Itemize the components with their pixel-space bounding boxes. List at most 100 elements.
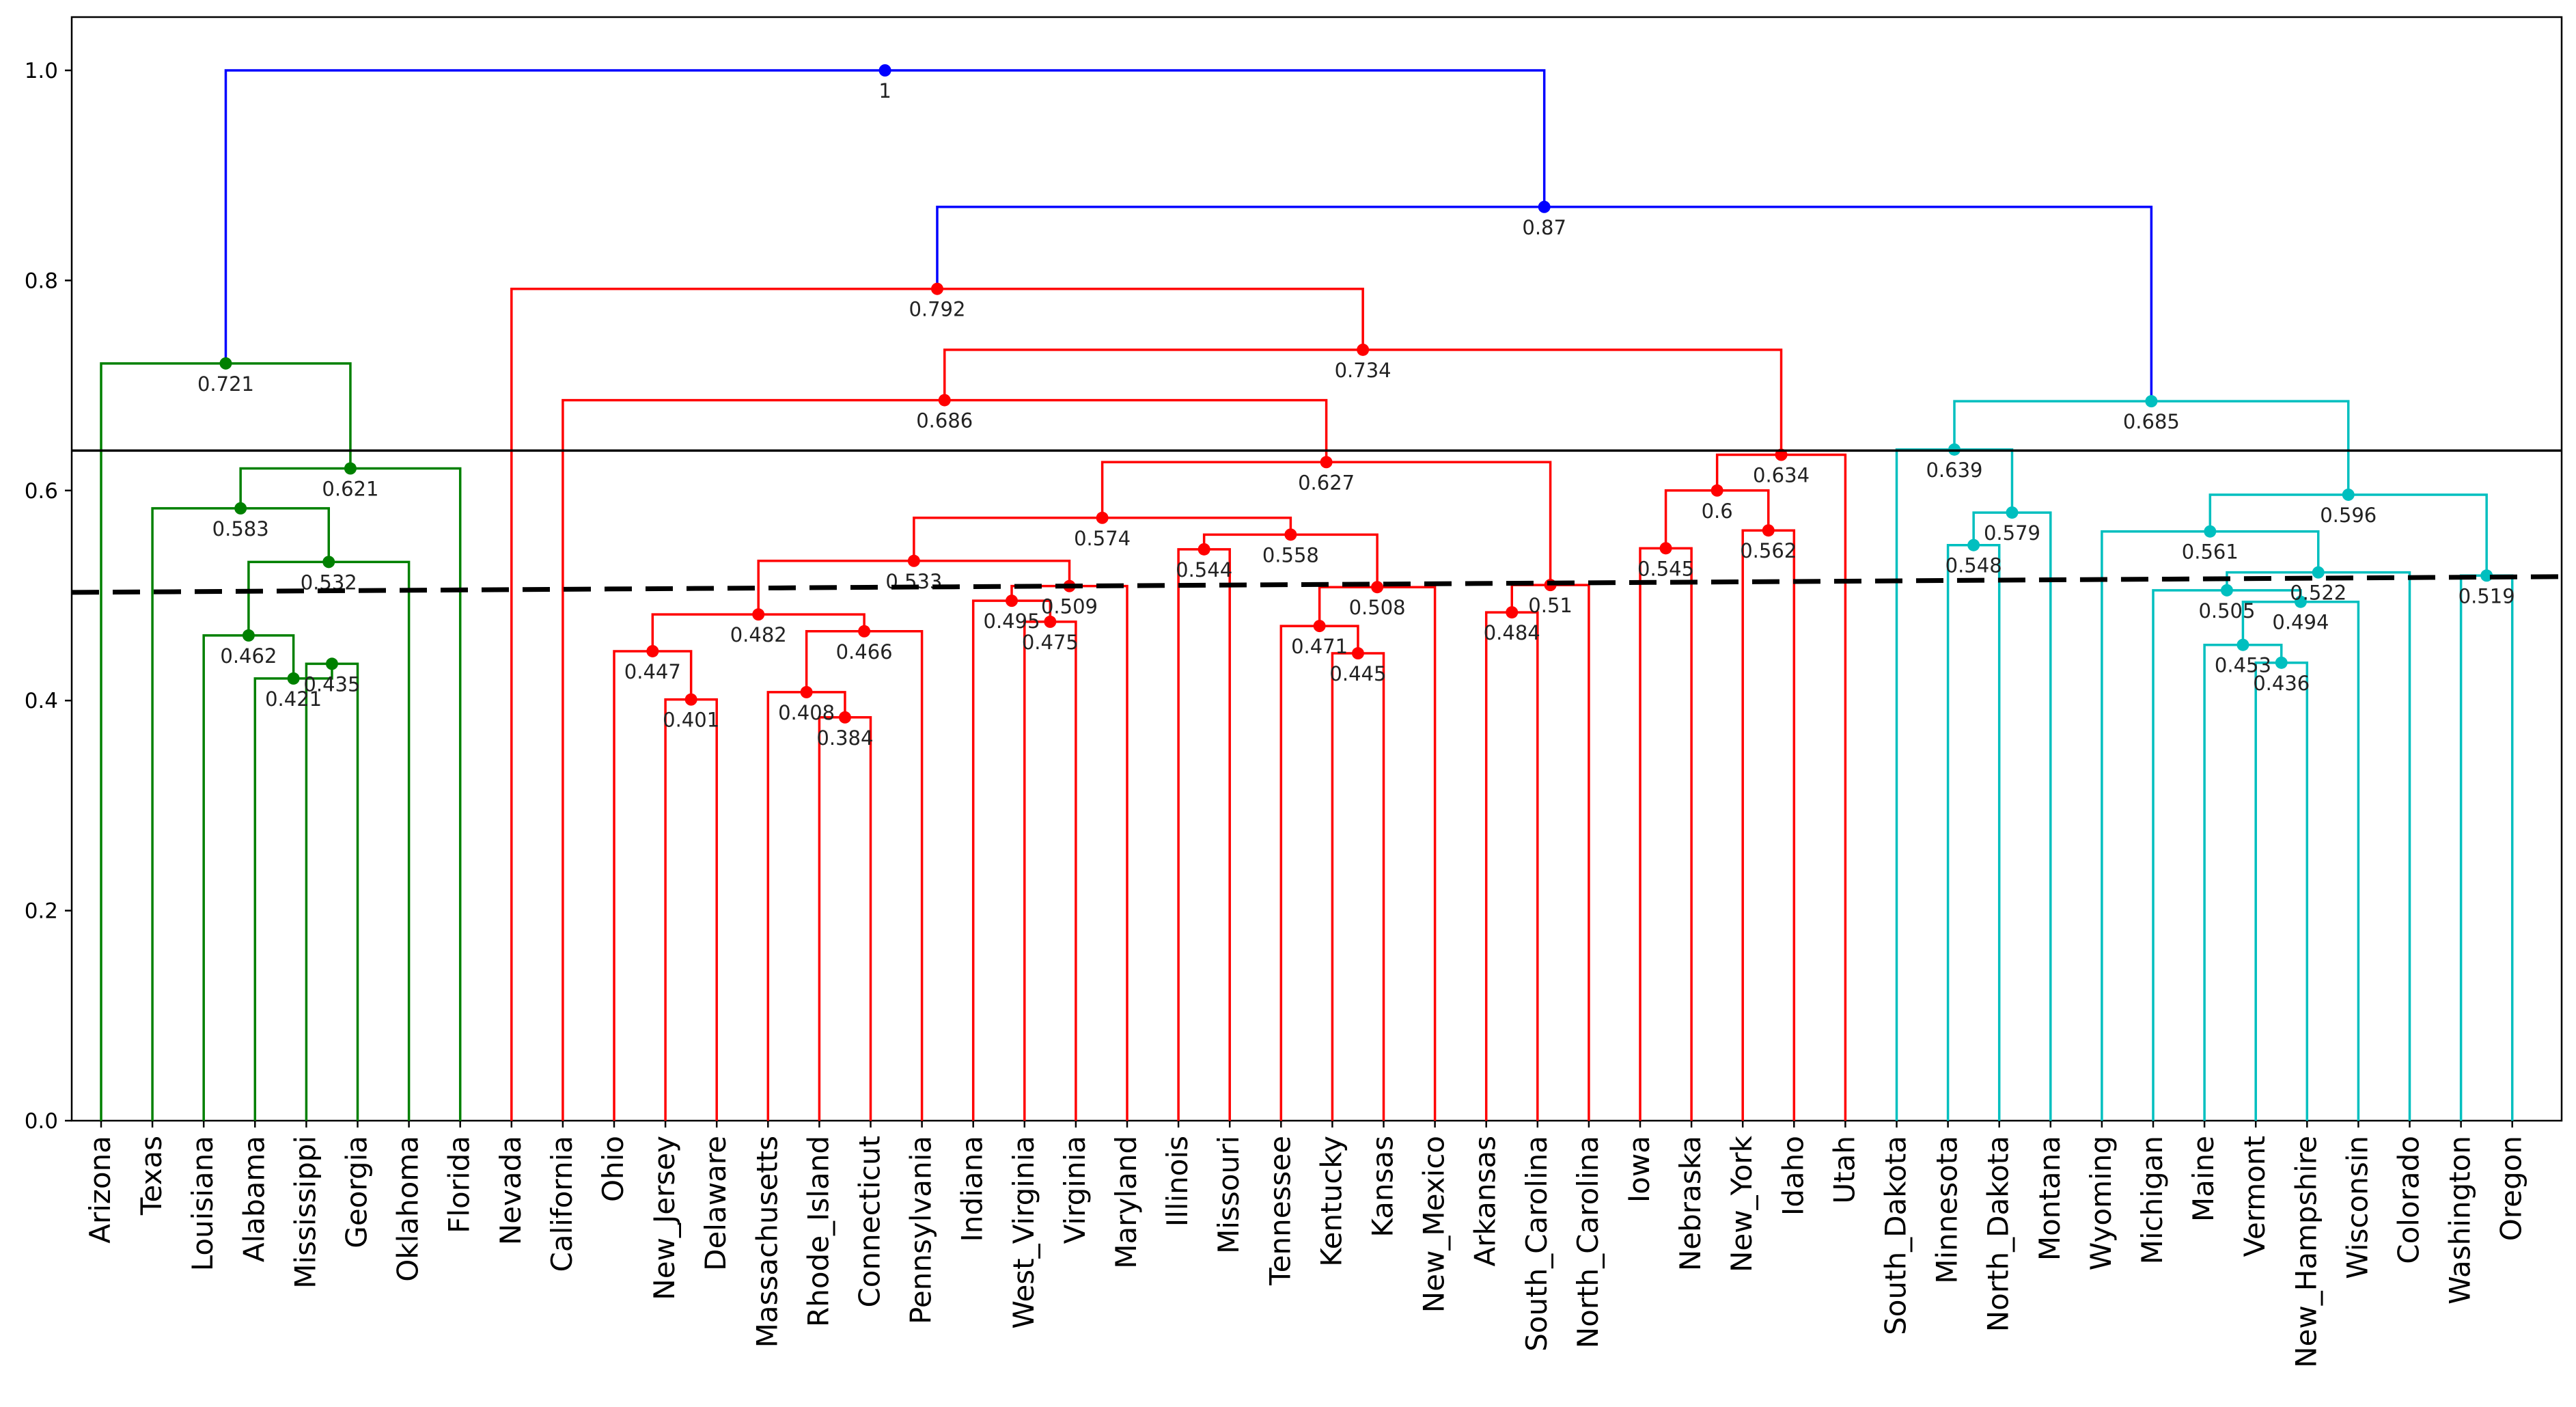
node-label-m26: 0.627 bbox=[1298, 471, 1355, 494]
leaf-label: Pennsylvania bbox=[904, 1136, 938, 1324]
node-m5 bbox=[234, 502, 247, 515]
node-m34 bbox=[1967, 538, 1980, 551]
node-label-m1: 0.435 bbox=[303, 672, 360, 696]
leaf-label: New_Hampshire bbox=[2289, 1136, 2323, 1368]
leaf-label: Colorado bbox=[2392, 1136, 2426, 1264]
node-label-m15: 0.495 bbox=[984, 610, 1040, 633]
y-tick-label: 0.4 bbox=[25, 689, 58, 713]
node-m21 bbox=[1197, 543, 1210, 556]
leaf-label: Arkansas bbox=[1469, 1136, 1502, 1266]
leaf-label: Washington bbox=[2443, 1136, 2477, 1304]
node-label-m16: 0.509 bbox=[1041, 595, 1098, 618]
node-m6 bbox=[344, 462, 357, 475]
node-label-m41: 0.522 bbox=[2290, 582, 2346, 605]
leaf-label: Oklahoma bbox=[391, 1136, 425, 1282]
leaf-label: Delaware bbox=[699, 1136, 732, 1271]
leaf-label: North_Carolina bbox=[1571, 1136, 1605, 1348]
node-label-m20: 0.508 bbox=[1349, 596, 1406, 619]
node-m12 bbox=[858, 625, 871, 638]
node-m45 bbox=[2145, 395, 2158, 408]
leaf-label: Iowa bbox=[1622, 1136, 1656, 1203]
node-label-m42: 0.561 bbox=[2182, 541, 2239, 564]
node-m9 bbox=[646, 644, 659, 657]
node-m19 bbox=[1313, 620, 1326, 633]
leaf-label: Nevada bbox=[494, 1136, 527, 1245]
node-m30 bbox=[1711, 484, 1723, 497]
leaf-label: Utah bbox=[1827, 1136, 1861, 1204]
node-m22 bbox=[1284, 528, 1297, 541]
leaf-label: Alabama bbox=[237, 1136, 271, 1262]
node-label-m35: 0.579 bbox=[1984, 521, 2040, 545]
node-label-m30: 0.6 bbox=[1702, 500, 1733, 523]
leaf-label: Ohio bbox=[596, 1136, 630, 1202]
node-label-m46: 0.87 bbox=[1522, 216, 1566, 239]
plot-area bbox=[70, 16, 2563, 1122]
leaf-label: Mississippi bbox=[288, 1136, 322, 1289]
node-label-m28: 0.545 bbox=[1637, 557, 1694, 580]
node-m44 bbox=[2342, 488, 2355, 501]
node-label-m9: 0.447 bbox=[624, 660, 681, 683]
node-label-m39: 0.494 bbox=[2272, 611, 2329, 634]
node-label-m23: 0.574 bbox=[1074, 527, 1131, 550]
y-axis: 0.0 0.2 0.4 0.6 0.8 1.0 bbox=[25, 59, 72, 1134]
node-m14 bbox=[1044, 615, 1057, 628]
leaf-label: Tennessee bbox=[1263, 1136, 1297, 1286]
node-label-m6: 0.621 bbox=[322, 478, 378, 501]
node-label-m40: 0.505 bbox=[2198, 599, 2255, 623]
merge-height-labels: 0.4350.4210.4620.5320.5830.6210.7210.401… bbox=[197, 79, 2515, 750]
leaf-label: New_Jersey bbox=[648, 1136, 681, 1300]
node-m42 bbox=[2204, 525, 2217, 538]
node-label-m45: 0.685 bbox=[2123, 410, 2180, 433]
node-m43 bbox=[2480, 569, 2493, 582]
node-m33 bbox=[930, 282, 943, 295]
node-m8 bbox=[684, 693, 697, 706]
node-m32 bbox=[1357, 343, 1370, 356]
node-m13 bbox=[752, 608, 765, 621]
node-label-m8: 0.401 bbox=[663, 709, 719, 732]
leaf-label: New_Mexico bbox=[1417, 1136, 1451, 1313]
node-m3 bbox=[242, 629, 255, 642]
node-label-m12: 0.466 bbox=[836, 640, 893, 664]
node-m2 bbox=[287, 672, 300, 685]
node-m15 bbox=[1006, 595, 1019, 607]
node-m23 bbox=[1096, 511, 1109, 524]
reference-line-dashed bbox=[71, 574, 2562, 595]
y-tick-label: 0.0 bbox=[25, 1109, 58, 1134]
node-m24 bbox=[1506, 606, 1519, 619]
leaf-label: Wisconsin bbox=[2340, 1136, 2374, 1279]
node-m26 bbox=[1320, 456, 1333, 469]
node-m27 bbox=[938, 394, 951, 407]
leaf-label: Georgia bbox=[340, 1136, 374, 1248]
reference-lines bbox=[71, 449, 2562, 595]
leaf-label: West_Virginia bbox=[1007, 1136, 1040, 1329]
y-tick-label: 1.0 bbox=[25, 59, 58, 83]
leaf-label: Missouri bbox=[1212, 1136, 1245, 1254]
node-label-m27: 0.686 bbox=[916, 409, 973, 433]
merge-nodes bbox=[219, 64, 2493, 724]
node-label-m32: 0.734 bbox=[1335, 359, 1391, 382]
node-m40 bbox=[2220, 584, 2233, 597]
leaf-label: Minnesota bbox=[1930, 1136, 1964, 1284]
node-label-m2: 0.421 bbox=[265, 687, 322, 711]
node-label-m38: 0.453 bbox=[2215, 654, 2271, 677]
node-m46 bbox=[1538, 200, 1551, 213]
node-label-m3: 0.462 bbox=[220, 644, 277, 668]
node-label-m5: 0.583 bbox=[212, 517, 269, 541]
node-label-m10: 0.384 bbox=[816, 726, 873, 750]
leaf-label: Nebraska bbox=[1674, 1136, 1707, 1271]
node-label-m31: 0.634 bbox=[1753, 464, 1810, 487]
node-label-m13: 0.482 bbox=[730, 623, 787, 646]
node-label-m36: 0.639 bbox=[1926, 459, 1982, 482]
leaf-label: Connecticut bbox=[853, 1136, 887, 1308]
node-m29 bbox=[1762, 524, 1775, 537]
node-m18 bbox=[1351, 647, 1364, 660]
node-m37 bbox=[2275, 656, 2288, 669]
leaf-label: Maine bbox=[2187, 1136, 2220, 1222]
y-tick-label: 0.2 bbox=[25, 899, 58, 924]
node-m17 bbox=[907, 554, 920, 567]
node-label-m29: 0.562 bbox=[1740, 539, 1797, 562]
leaf-label: Wyoming bbox=[2084, 1136, 2118, 1270]
node-m20 bbox=[1371, 581, 1384, 594]
leaf-label: Michigan bbox=[2135, 1136, 2169, 1264]
